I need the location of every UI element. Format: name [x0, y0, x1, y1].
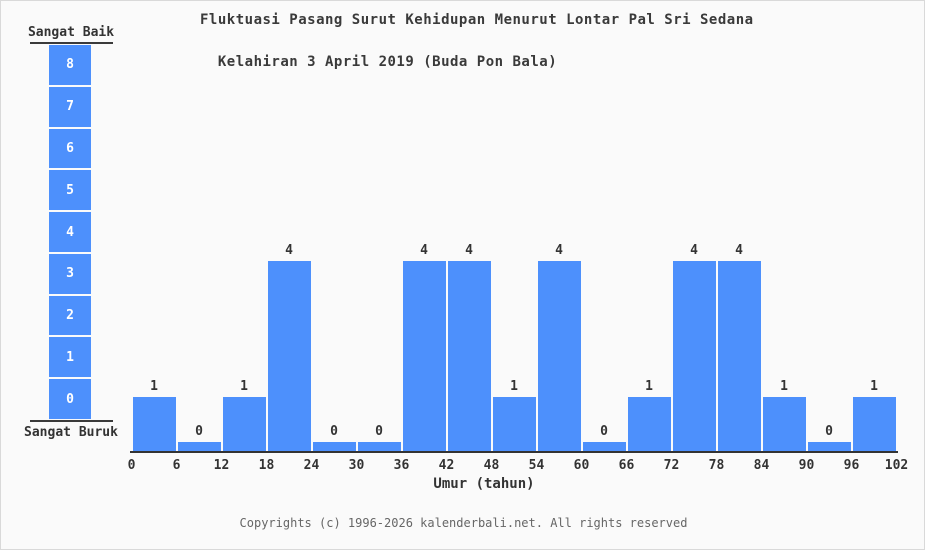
bar-value-label: 0 — [195, 424, 203, 439]
x-tick-label: 54 — [528, 458, 545, 473]
bar — [717, 261, 761, 451]
x-tick-label: 36 — [393, 458, 410, 473]
bar-value-label: 1 — [150, 378, 158, 394]
bar — [762, 396, 806, 451]
chart-title-line1: Fluktuasi Pasang Surut Kehidupan Menurut… — [200, 12, 754, 28]
bar-value-label: 1 — [780, 378, 788, 394]
scale-top-line — [30, 42, 113, 44]
bar-value-label: 4 — [735, 243, 743, 258]
scale-cell: 1 — [49, 337, 91, 378]
x-tick-label: 96 — [843, 458, 860, 473]
bar-value-label: 4 — [420, 243, 428, 258]
bar — [402, 261, 446, 451]
scale-bottom-label: Sangat Buruk — [24, 425, 118, 440]
bar-value-label: 0 — [600, 424, 608, 439]
bar — [537, 261, 581, 451]
x-tick-label: 0 — [127, 458, 136, 473]
bar-value-label: 0 — [825, 424, 833, 439]
bar-value-label: 1 — [870, 378, 878, 394]
x-axis-line — [130, 451, 898, 453]
scale-cell: 6 — [49, 128, 91, 169]
x-tick-label: 66 — [618, 458, 635, 473]
x-tick-label: 30 — [348, 458, 365, 473]
scale-cell: 7 — [49, 86, 91, 127]
bar-value-label: 0 — [375, 424, 383, 439]
bar-value-label: 4 — [555, 243, 563, 258]
bar-value-label: 4 — [465, 243, 473, 258]
x-tick-label: 48 — [483, 458, 500, 473]
bar — [807, 442, 851, 451]
x-tick-label: 102 — [884, 458, 909, 473]
bar — [627, 396, 671, 451]
bar — [222, 396, 266, 451]
scale-cell: 5 — [49, 170, 91, 211]
x-tick-label: 18 — [258, 458, 275, 473]
bar — [177, 442, 221, 451]
bar — [492, 396, 536, 451]
bar — [672, 261, 716, 451]
chart-title-line2: Kelahiran 3 April 2019 (Buda Pon Bala) — [217, 54, 558, 70]
bar — [582, 442, 626, 451]
bar — [447, 261, 491, 451]
bar-value-label: 4 — [285, 243, 293, 258]
scale-cell: 2 — [49, 295, 91, 336]
x-axis-title: Umur (tahun) — [433, 476, 535, 492]
bar — [267, 261, 311, 451]
x-tick-label: 72 — [663, 458, 680, 473]
bar-value-label: 1 — [240, 378, 248, 394]
scale-cell: 8 — [49, 45, 91, 85]
bar-value-label: 1 — [510, 378, 518, 394]
x-tick-label: 90 — [798, 458, 815, 473]
bar-value-label: 0 — [330, 424, 338, 439]
bar — [852, 396, 896, 451]
bar-value-label: 4 — [690, 243, 698, 258]
scale-top-label: Sangat Baik — [27, 25, 115, 40]
x-tick-label: 42 — [438, 458, 455, 473]
copyright-text: Copyrights (c) 1996-2026 kalenderbali.ne… — [239, 516, 688, 530]
x-tick-label: 6 — [172, 458, 181, 473]
chart-title: Fluktuasi Pasang Surut Kehidupan Menurut… — [200, 10, 754, 73]
bar — [357, 442, 401, 451]
bar-value-label: 1 — [645, 378, 653, 394]
scale-bottom-line — [30, 420, 113, 422]
scale-cell: 0 — [49, 379, 91, 420]
scale-cell: 3 — [49, 253, 91, 294]
x-tick-label: 60 — [573, 458, 590, 473]
bar — [132, 396, 176, 451]
x-tick-label: 24 — [303, 458, 320, 473]
x-tick-label: 12 — [213, 458, 230, 473]
x-tick-label: 84 — [753, 458, 770, 473]
x-tick-label: 78 — [708, 458, 725, 473]
scale-cell: 4 — [49, 212, 91, 252]
bar — [312, 442, 356, 451]
